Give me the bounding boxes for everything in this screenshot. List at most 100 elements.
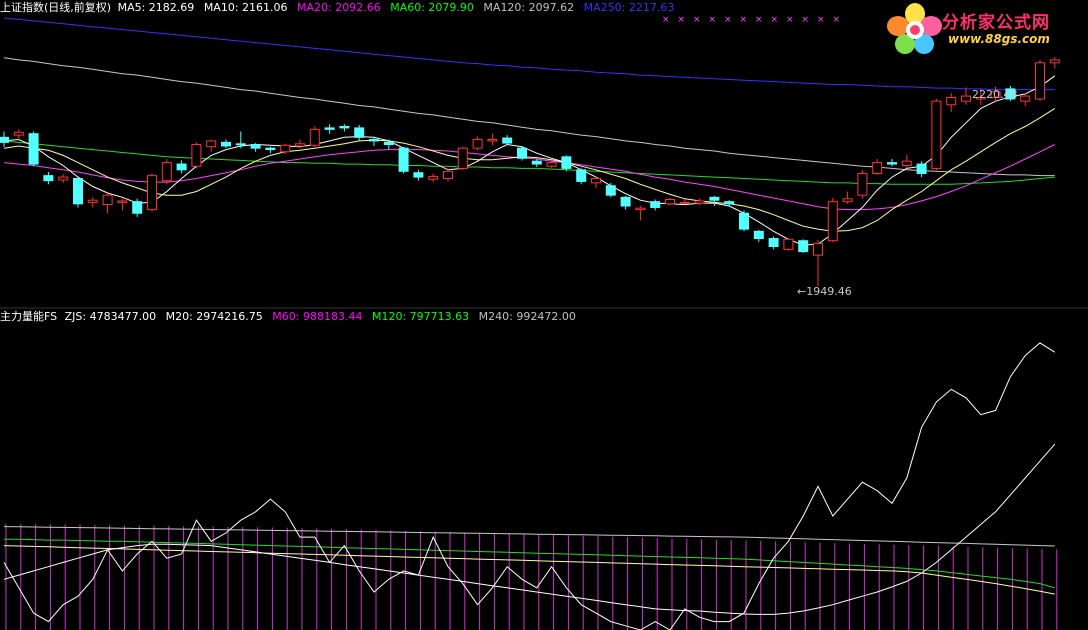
candle [591,176,601,188]
candle-body [443,170,453,180]
marker-dot: × [786,15,794,25]
candle [221,139,231,149]
candle-body [176,163,187,171]
candle [73,177,83,208]
candle [502,135,513,144]
candle-body [132,201,143,214]
ma60-line [3,140,1055,185]
candle [295,139,305,149]
candle-body [428,175,439,180]
candle [457,146,468,170]
candle [280,143,291,154]
candle-body [1049,59,1060,64]
candle-body [783,238,794,250]
candle [709,195,720,206]
candle-body [709,196,720,201]
candle-body [369,138,379,142]
candle [58,174,69,183]
candle [87,197,98,208]
candle-body [73,178,83,205]
candle [13,129,24,141]
candle [339,124,350,132]
sub-panel-header: 主力量能FS ZJS: 4783477.00 M20: 2974216.75 M… [0,309,582,325]
candle-body [43,175,54,182]
candle [783,237,794,251]
candle [176,160,187,174]
candle-body [635,207,646,211]
candle [546,160,557,168]
candle [724,200,735,206]
candle-body [694,200,705,204]
candle-body [546,162,557,167]
candle [443,168,453,182]
low-price-label: ←1949.46 [797,285,852,298]
candle [842,191,853,204]
candle [872,159,883,175]
sub-panel-title: 主力量能FS [0,310,58,323]
candle [694,198,705,206]
candle-body [265,147,276,151]
candle [398,146,409,174]
m240-line [3,526,1055,547]
candle [117,198,128,211]
candle [665,198,675,206]
candle [931,98,942,170]
candle [472,136,483,151]
candle-body [117,200,128,203]
candle-body [620,196,631,207]
candle-body [324,127,335,130]
marker-dot: × [802,15,810,25]
candle-body [665,198,675,205]
candle [753,229,764,243]
candle-body [531,160,542,165]
ma120-readout: MA120: 2097.62 [483,1,575,14]
candle [102,192,113,214]
candle [798,239,809,253]
ma5-readout: MA5: 2182.69 [117,1,195,14]
candle [206,139,217,152]
candle [324,124,335,134]
marker-dot: × [693,15,701,25]
candle-body [1020,95,1031,102]
candle [191,142,202,169]
candle [487,133,498,146]
candle-body [1005,88,1016,100]
marker-dot: × [771,15,779,25]
candle [739,210,749,232]
candle-body [679,201,690,204]
candle [620,195,631,210]
candle [946,93,957,112]
candle-body [295,143,305,147]
candle [561,155,572,172]
candle-body [87,199,98,203]
candle [383,139,394,150]
candle [990,86,1001,102]
candle-body [280,144,291,153]
candle [1049,57,1060,69]
candle-body [768,238,779,247]
candle-body [235,143,246,146]
candle-body [827,201,838,242]
site-watermark: 分析家公式网 www.88gs.com [882,2,1082,54]
candle [354,125,365,141]
ma20-line [3,144,1056,211]
candle-body [724,201,735,205]
candle-body [813,243,823,256]
candle [827,198,838,243]
candle-body [576,169,587,182]
candle-body [102,194,113,206]
marker-dot: × [678,15,686,25]
candle-body [739,212,749,230]
m240-readout: M240: 992472.00 [478,310,576,323]
candle [413,169,424,181]
candle [265,146,276,154]
ma60-readout: MA60: 2079.90 [390,1,474,14]
candle [901,154,912,169]
marker-dot: × [662,15,670,25]
marker-dot: × [755,15,763,25]
ma10-line [3,107,1056,232]
marker-dot: × [724,15,732,25]
candle-body [946,97,957,106]
m60-line [3,545,1055,595]
